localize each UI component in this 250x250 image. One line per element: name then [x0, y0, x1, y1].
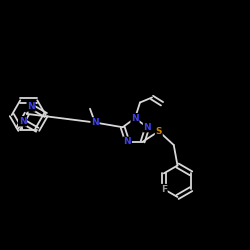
Text: N: N	[124, 137, 131, 146]
Text: S: S	[156, 127, 162, 136]
Text: F: F	[161, 184, 167, 194]
Text: N: N	[144, 123, 151, 132]
Text: N: N	[91, 118, 99, 127]
Text: N: N	[19, 117, 26, 126]
Text: N: N	[131, 114, 139, 123]
Text: N: N	[27, 102, 35, 111]
